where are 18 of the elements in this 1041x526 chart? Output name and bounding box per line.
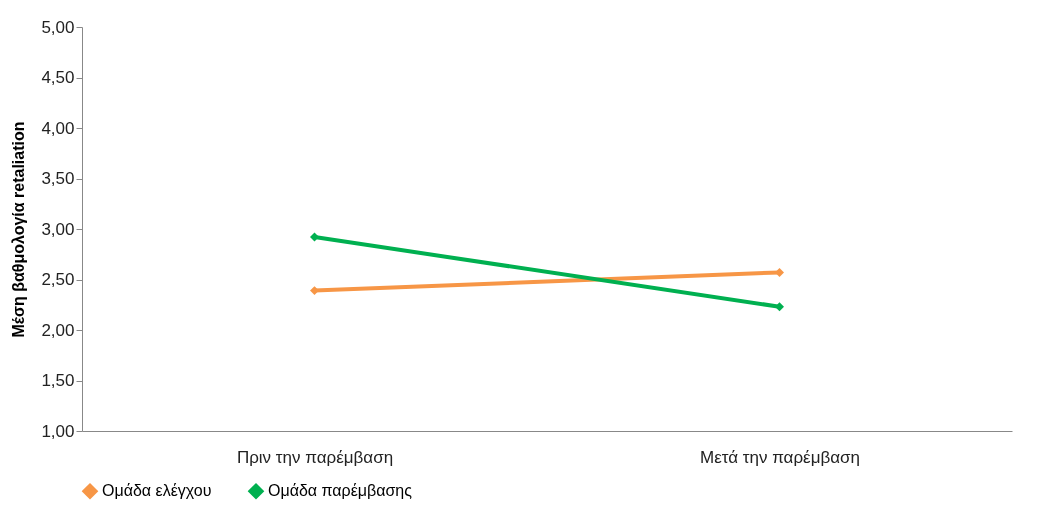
y-axis-title: Μέση βαθμολογία retaliation — [10, 121, 28, 338]
y-tick-label: 5,00 — [41, 17, 75, 37]
point — [775, 267, 784, 277]
y-tick-label: 4,50 — [41, 68, 75, 87]
point — [310, 232, 319, 242]
legend-label: Ομάδα ελέγχου — [102, 482, 212, 500]
y-tick-label: 2,50 — [41, 270, 75, 289]
x-tick-label: Πριν την παρέμβαση — [236, 447, 394, 467]
y-tick-label: 3,00 — [41, 219, 75, 239]
y-tick-label: 1,50 — [41, 371, 75, 390]
point — [310, 286, 319, 296]
x-tick-label: Μετά την παρέμβαση — [699, 447, 861, 467]
legend-label: Ομάδα παρέμβασης — [268, 482, 413, 500]
y-tick-label: 1,00 — [41, 421, 75, 441]
y-tick-label: 4,00 — [41, 118, 75, 138]
point — [775, 302, 784, 312]
y-tick-label: 3,50 — [41, 169, 75, 188]
y-tick-label: 2,00 — [41, 320, 75, 340]
